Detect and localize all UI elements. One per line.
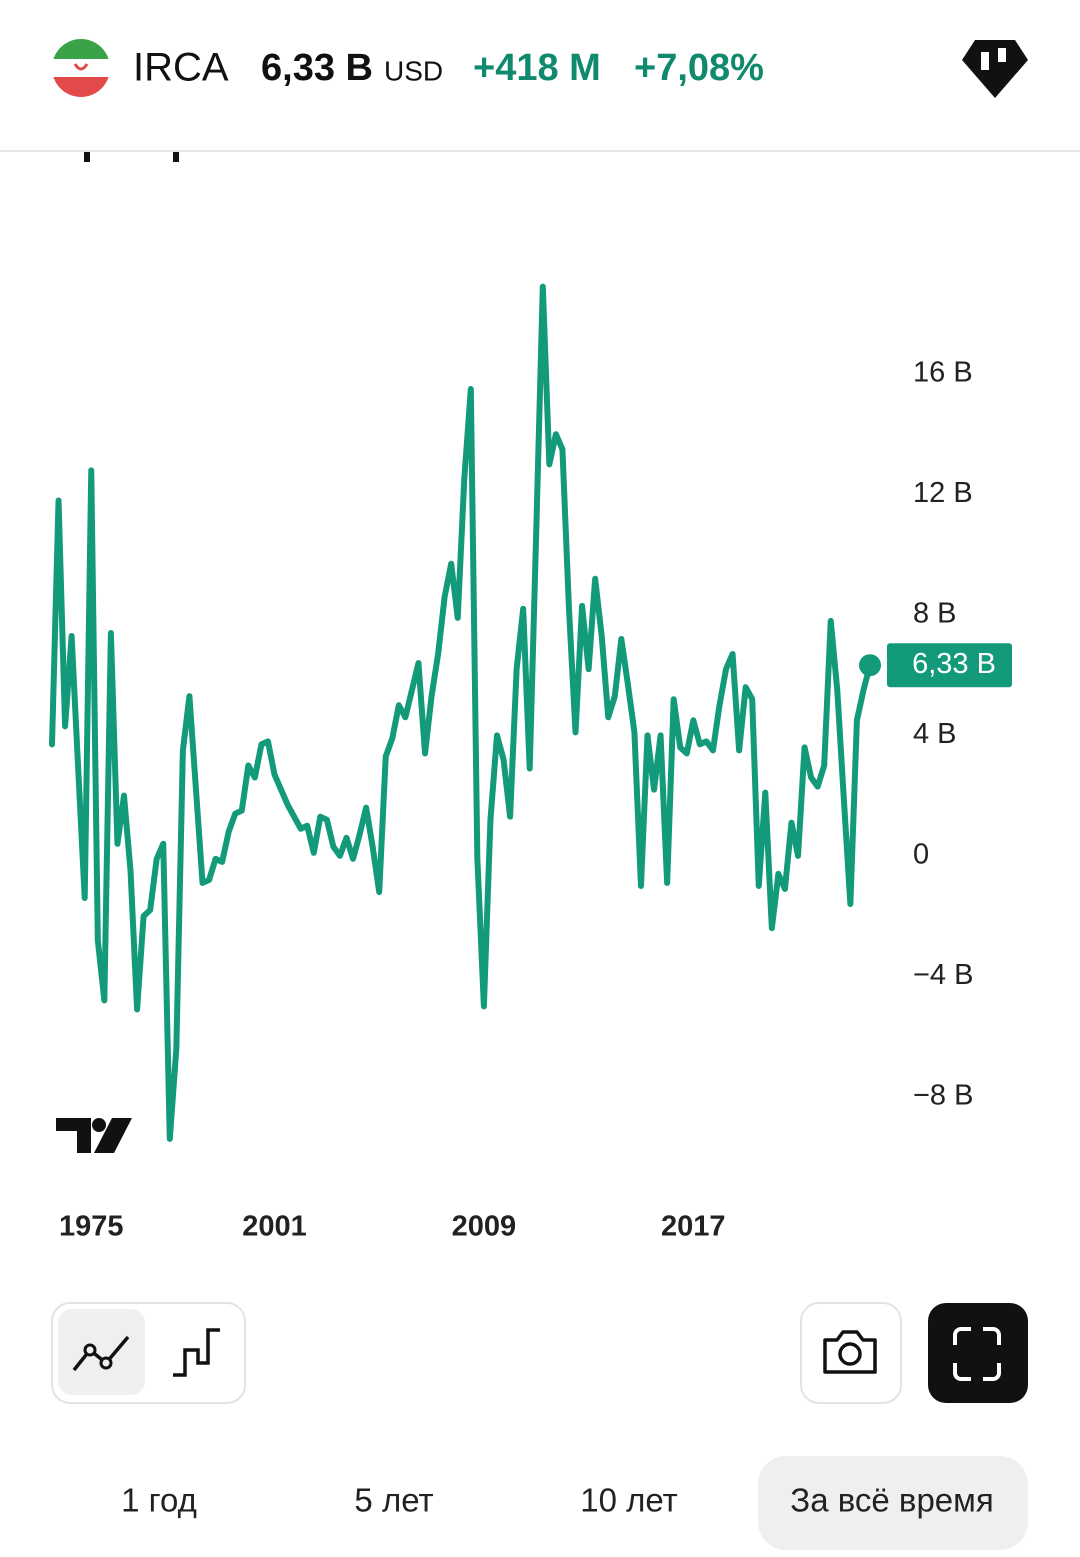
period-button[interactable]: 5 лет (354, 1482, 433, 1519)
x-tick-label: 2001 (242, 1211, 307, 1243)
period-button[interactable]: 10 лет (580, 1482, 678, 1519)
flag (52, 39, 110, 97)
fullscreen-button[interactable] (928, 1303, 1028, 1403)
y-tick-label: 16 B (913, 357, 973, 389)
period-button[interactable]: 1 год (121, 1482, 197, 1519)
x-tick-label: 1975 (59, 1211, 124, 1243)
line-style-button[interactable] (58, 1309, 145, 1395)
x-tick-label: 2017 (661, 1211, 726, 1243)
chart: −8 B −4 B 0 4 B 8 B 12 B 16 B 1975 2001 2009 2017 6… (49, 283, 1012, 1243)
price: 6,33 B (261, 47, 373, 89)
step-style-button[interactable] (173, 1328, 220, 1377)
line-icon (72, 1335, 130, 1372)
y-tick-label: 8 B (913, 598, 957, 630)
last-value-badge (887, 643, 1012, 688)
period-selected-bg (758, 1456, 1028, 1550)
change: +418 M (473, 47, 601, 89)
logo (56, 1118, 132, 1153)
ticker: IRCA (133, 46, 229, 90)
y-tick-label: 4 B (913, 718, 957, 750)
currency: USD (384, 55, 443, 86)
y-tick-label: 12 B (913, 477, 973, 509)
screenshot-button[interactable] (800, 1302, 902, 1404)
line-series (49, 283, 873, 1142)
y-tick-label: −4 B (913, 959, 973, 991)
last-point (859, 654, 881, 677)
cut-text (84, 152, 90, 162)
cut-text (173, 152, 179, 162)
y-tick-label: 0 (913, 838, 929, 870)
y-tick-label: −8 B (913, 1079, 973, 1111)
pro-badge[interactable] (962, 40, 1028, 98)
last-value-label: 6,33 B (912, 648, 996, 680)
x-tick-label: 2009 (452, 1211, 517, 1243)
period-button[interactable]: За всё время (790, 1482, 993, 1519)
change-percent: +7,08% (634, 47, 764, 89)
